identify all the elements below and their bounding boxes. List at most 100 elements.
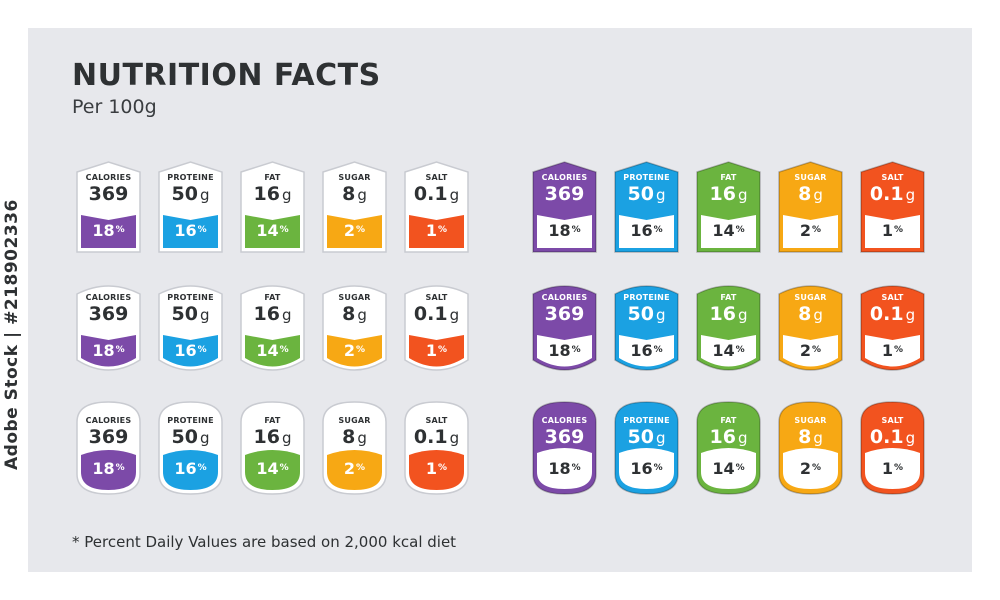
value-unit: g	[655, 306, 666, 324]
label-band	[537, 215, 592, 248]
value-number: 50	[627, 303, 654, 325]
label-shape	[76, 285, 141, 371]
label-shape	[76, 401, 141, 495]
nutrient-value: 16 g	[238, 426, 307, 448]
percent-sign: %	[115, 463, 125, 473]
nutrient-name: SALT	[425, 173, 448, 182]
nutrient-name: SUGAR	[794, 293, 827, 302]
label-band	[81, 215, 136, 248]
nutrition-label-fat: FAT 16 g 14%	[238, 400, 307, 496]
value-unit: g	[449, 306, 460, 324]
label-band	[537, 335, 592, 367]
percent-sign: %	[438, 463, 448, 473]
label-shape	[778, 161, 843, 253]
percent-number: 2	[343, 341, 356, 360]
nutrition-label-salt: SALT 0.1 g 1%	[402, 160, 471, 256]
label-band	[409, 450, 464, 490]
nutrition-label-salt: SALT 0.1 g 1%	[402, 400, 471, 496]
value-number: 0.1	[413, 426, 448, 448]
value-number: 0.1	[869, 183, 904, 205]
percent-number: 1	[881, 221, 894, 240]
value-number: 8	[342, 303, 356, 325]
nutrient-value: 0.1 g	[402, 303, 471, 325]
nutrient-value: 16 g	[238, 183, 307, 205]
percent-sign: %	[356, 225, 366, 235]
nutrient-name: CALORIES	[85, 293, 132, 302]
value-number: 0.1	[413, 303, 448, 325]
label-band	[327, 215, 382, 248]
daily-value-percent: 14%	[238, 221, 307, 240]
value-number: 369	[88, 426, 129, 448]
percent-number: 14	[256, 459, 279, 478]
percent-sign: %	[438, 225, 448, 235]
value-unit: g	[813, 429, 823, 447]
label-shape	[240, 161, 305, 253]
value-number: 50	[627, 426, 654, 448]
nutrient-name: PROTEINE	[623, 416, 670, 425]
nutrition-label-salt: SALT 0.1 g 1%	[858, 280, 927, 376]
label-shape	[778, 285, 843, 371]
value-number: 8	[798, 183, 812, 205]
value-number: 16	[253, 183, 280, 205]
daily-value-percent: 18%	[74, 341, 143, 360]
daily-value-percent: 16%	[156, 459, 225, 478]
nutrient-name: FAT	[264, 173, 281, 182]
daily-value-percent: 18%	[74, 459, 143, 478]
nutrient-value: 0.1 g	[402, 426, 471, 448]
nutrient-name: CALORIES	[541, 416, 588, 425]
label-shape	[696, 285, 761, 371]
nutrient-name: PROTEINE	[167, 293, 214, 302]
value-number: 0.1	[869, 426, 904, 448]
percent-sign: %	[571, 345, 581, 355]
value-number: 50	[171, 183, 198, 205]
value-number: 0.1	[869, 303, 904, 325]
percent-sign: %	[356, 463, 366, 473]
nutrient-value: 50 g	[612, 426, 681, 448]
label-band	[619, 335, 674, 367]
percent-number: 2	[799, 459, 812, 478]
nutrient-name: SUGAR	[794, 416, 827, 425]
nutrition-label-sugar: SUGAR 8 g 2%	[776, 160, 845, 256]
nutrition-label-salt: SALT 0.1 g 1%	[858, 400, 927, 496]
label-band	[701, 335, 756, 367]
nutrient-value: 16 g	[694, 183, 763, 205]
nutrient-value: 369	[530, 303, 599, 325]
percent-sign: %	[812, 345, 822, 355]
value-unit: g	[199, 429, 210, 447]
percent-number: 1	[881, 459, 894, 478]
percent-number: 1	[425, 221, 438, 240]
percent-sign: %	[197, 225, 207, 235]
nutrition-label-calories: CALORIES 369 18%	[530, 160, 599, 256]
nutrient-name: SUGAR	[338, 416, 371, 425]
daily-value-percent: 2%	[776, 341, 845, 360]
value-number: 369	[544, 183, 585, 205]
value-unit: g	[357, 429, 367, 447]
percent-number: 16	[630, 221, 653, 240]
value-number: 50	[171, 426, 198, 448]
nutrient-name: FAT	[720, 416, 737, 425]
value-unit: g	[357, 186, 367, 204]
label-band	[81, 335, 136, 367]
label-band	[245, 450, 300, 490]
value-number: 16	[709, 426, 736, 448]
percent-sign: %	[115, 345, 125, 355]
nutrient-name: CALORIES	[541, 173, 588, 182]
label-band	[865, 335, 920, 367]
daily-value-percent: 18%	[530, 459, 599, 478]
daily-value-percent: 2%	[776, 221, 845, 240]
nutrition-label-calories: CALORIES 369 18%	[74, 160, 143, 256]
label-band	[865, 215, 920, 248]
label-band	[163, 335, 218, 367]
nutrient-name: PROTEINE	[623, 293, 670, 302]
page-subtitle: Per 100g	[72, 96, 157, 118]
value-unit: g	[357, 306, 367, 324]
nutrient-name: CALORIES	[541, 293, 588, 302]
label-band	[245, 335, 300, 367]
daily-value-percent: 18%	[530, 341, 599, 360]
percent-number: 14	[256, 341, 279, 360]
nutrition-label-proteine: PROTEINE 50 g 16%	[156, 400, 225, 496]
daily-value-percent: 14%	[694, 341, 763, 360]
